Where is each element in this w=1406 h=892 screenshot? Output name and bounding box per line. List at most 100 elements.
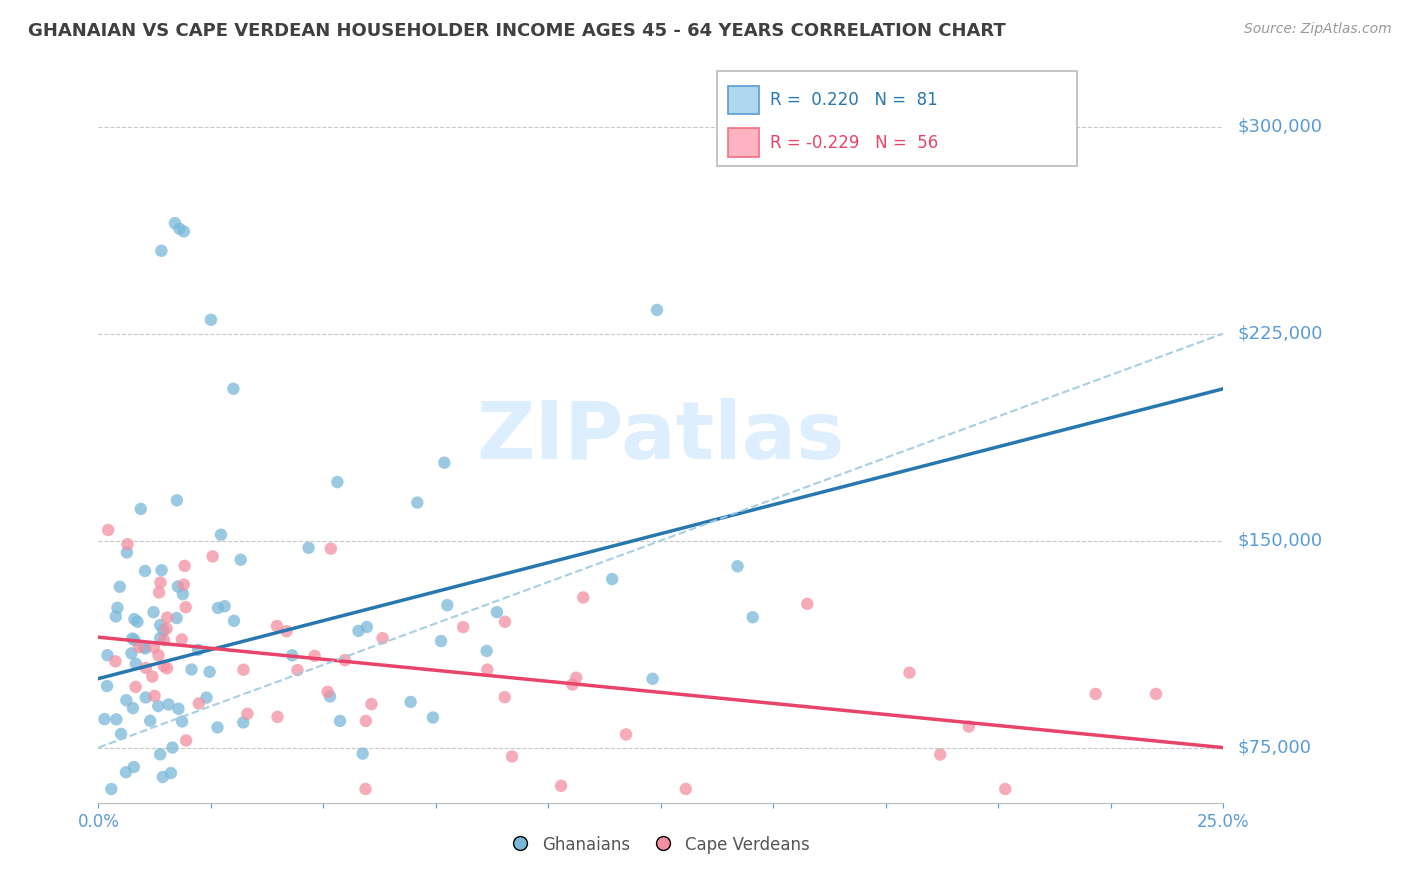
Point xyxy=(104,609,127,624)
Point xyxy=(149,747,172,762)
Point xyxy=(430,634,453,648)
Point xyxy=(110,727,132,741)
Point xyxy=(600,572,623,586)
Point xyxy=(152,659,174,673)
Point xyxy=(187,643,209,657)
Point xyxy=(195,690,218,705)
Point xyxy=(477,663,499,677)
Point xyxy=(157,698,180,712)
Point xyxy=(266,619,288,633)
Point xyxy=(124,680,146,694)
Text: Source: ZipAtlas.com: Source: ZipAtlas.com xyxy=(1244,22,1392,37)
Point xyxy=(105,712,128,726)
Point xyxy=(115,765,138,780)
Point xyxy=(645,302,668,317)
Point xyxy=(422,710,444,724)
Point xyxy=(198,665,221,679)
Point xyxy=(187,697,209,711)
Point xyxy=(451,620,474,634)
Point xyxy=(163,216,186,230)
Point xyxy=(207,720,229,734)
Point xyxy=(156,610,179,624)
Point xyxy=(360,697,382,711)
Point xyxy=(266,710,288,724)
Point xyxy=(232,715,254,730)
Point xyxy=(180,663,202,677)
Text: R =  0.220   N =  81: R = 0.220 N = 81 xyxy=(770,91,938,109)
Point xyxy=(1084,687,1107,701)
Point xyxy=(152,624,174,638)
Point xyxy=(436,598,458,612)
Point xyxy=(565,671,588,685)
Point xyxy=(319,690,342,704)
Point xyxy=(156,661,179,675)
Point xyxy=(207,601,229,615)
Point xyxy=(124,633,146,648)
Legend: Ghanaians, Cape Verdeans: Ghanaians, Cape Verdeans xyxy=(505,829,817,860)
Point xyxy=(149,618,172,632)
Point xyxy=(232,663,254,677)
Point xyxy=(169,221,191,235)
Point xyxy=(222,614,245,628)
Point xyxy=(149,631,172,645)
Text: GHANAIAN VS CAPE VERDEAN HOUSEHOLDER INCOME AGES 45 - 64 YEARS CORRELATION CHART: GHANAIAN VS CAPE VERDEAN HOUSEHOLDER INC… xyxy=(28,22,1005,40)
Point xyxy=(281,648,304,663)
Point xyxy=(727,559,749,574)
Text: R = -0.229   N =  56: R = -0.229 N = 56 xyxy=(770,134,939,152)
Text: $150,000: $150,000 xyxy=(1237,532,1322,549)
Point xyxy=(741,610,763,624)
Point xyxy=(108,580,131,594)
Point xyxy=(276,624,298,639)
Point xyxy=(166,493,188,508)
Point xyxy=(100,782,122,797)
Point xyxy=(96,648,118,663)
Point xyxy=(142,605,165,619)
Point xyxy=(352,747,374,761)
Point xyxy=(399,695,422,709)
Point xyxy=(124,612,146,626)
Point xyxy=(550,779,572,793)
Point xyxy=(1144,687,1167,701)
Point xyxy=(641,672,664,686)
Point xyxy=(229,552,252,566)
Point xyxy=(135,661,157,675)
Point xyxy=(104,654,127,668)
Point xyxy=(201,549,224,564)
Point xyxy=(356,620,378,634)
Text: $75,000: $75,000 xyxy=(1237,739,1312,756)
Point xyxy=(122,760,145,774)
Point xyxy=(127,615,149,629)
Point xyxy=(97,523,120,537)
Point xyxy=(152,770,174,784)
Point xyxy=(167,702,190,716)
Point xyxy=(354,782,377,797)
Point xyxy=(329,714,352,728)
Text: ZIPatlas: ZIPatlas xyxy=(477,398,845,476)
Point xyxy=(614,727,637,741)
Point xyxy=(148,648,170,663)
Point xyxy=(304,648,326,663)
Point xyxy=(929,747,952,762)
Point xyxy=(93,712,115,726)
Point xyxy=(333,653,356,667)
Point xyxy=(319,541,342,556)
Point xyxy=(107,600,129,615)
Point xyxy=(125,657,148,671)
Point xyxy=(160,766,183,780)
Point xyxy=(150,244,173,258)
Point xyxy=(139,714,162,728)
Point xyxy=(162,740,184,755)
Point xyxy=(148,699,170,714)
Point xyxy=(501,749,523,764)
Point xyxy=(170,632,193,647)
Point xyxy=(287,663,309,677)
Point xyxy=(200,312,222,326)
Point xyxy=(150,563,173,577)
Point xyxy=(155,622,177,636)
Point xyxy=(494,615,516,629)
Point xyxy=(121,632,143,646)
Point xyxy=(675,782,697,797)
Point xyxy=(132,640,155,654)
Point xyxy=(174,733,197,747)
Point xyxy=(326,475,349,489)
